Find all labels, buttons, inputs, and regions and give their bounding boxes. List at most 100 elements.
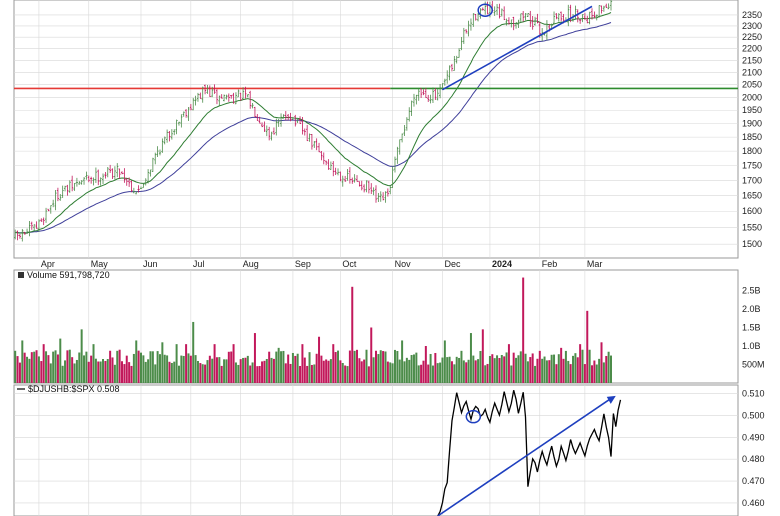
candle xyxy=(125,177,128,186)
candle xyxy=(120,171,124,175)
volume-bar xyxy=(261,361,264,383)
volume-bar xyxy=(158,354,161,383)
month-tick-label: Sep xyxy=(295,259,311,269)
candle xyxy=(384,191,387,203)
volume-bar xyxy=(242,357,245,383)
volume-bar xyxy=(118,349,121,383)
candle xyxy=(85,171,88,180)
volume-bar xyxy=(73,363,76,383)
price-tick-label: 2000 xyxy=(742,92,762,102)
ratio-trendline xyxy=(437,397,613,516)
price-highlight-ellipse xyxy=(477,3,493,17)
candle xyxy=(132,187,135,194)
candle xyxy=(529,10,532,27)
candle xyxy=(151,157,154,173)
volume-bar xyxy=(265,358,268,383)
volume-bar xyxy=(474,360,477,383)
volume-bar xyxy=(306,365,309,383)
candle xyxy=(97,169,100,186)
volume-bar xyxy=(189,355,192,383)
volume-bar xyxy=(106,359,109,383)
volume-bar xyxy=(507,344,510,383)
candle xyxy=(341,175,344,187)
month-tick-label: Aug xyxy=(243,259,259,269)
volume-bar xyxy=(132,353,135,383)
volume-bar xyxy=(128,362,131,383)
candle xyxy=(35,221,38,229)
volume-bar xyxy=(308,352,311,383)
volume-bar xyxy=(151,351,154,383)
ratio-panel xyxy=(13,384,739,516)
candle xyxy=(246,94,249,98)
candle xyxy=(567,4,570,27)
volume-bar xyxy=(588,349,591,383)
candle xyxy=(310,133,314,150)
candle xyxy=(137,185,140,193)
volume-bars xyxy=(14,277,613,383)
candle xyxy=(118,168,121,179)
candle xyxy=(296,118,299,124)
volume-bar xyxy=(199,363,202,383)
volume-bar xyxy=(348,350,351,383)
ratio-highlight-ellipse xyxy=(465,409,482,424)
volume-bar xyxy=(315,353,318,383)
candle xyxy=(514,22,518,29)
volume-bar xyxy=(408,359,411,383)
volume-bar xyxy=(37,356,40,383)
candle xyxy=(593,11,596,19)
volume-bar xyxy=(555,364,558,383)
candle xyxy=(595,14,598,21)
volume-bar xyxy=(498,358,501,383)
volume-bar xyxy=(220,365,223,383)
volume-bar xyxy=(175,344,178,383)
candle xyxy=(63,185,67,192)
candle xyxy=(40,218,43,222)
candle xyxy=(163,136,166,145)
volume-bar xyxy=(97,361,100,383)
candle xyxy=(336,168,340,176)
volume-bar xyxy=(154,364,157,383)
candle xyxy=(47,208,50,212)
volume-bar xyxy=(275,351,278,383)
candle xyxy=(422,89,425,96)
candle xyxy=(170,129,173,140)
volume-bar xyxy=(424,346,427,383)
candle xyxy=(237,89,240,98)
volume-bar xyxy=(135,340,138,383)
volume-bar xyxy=(529,357,532,383)
volume-bar xyxy=(455,356,458,383)
volume-bar xyxy=(21,340,24,383)
volume-bar xyxy=(370,327,373,383)
volume-bar xyxy=(365,349,368,383)
volume-bar xyxy=(579,344,582,383)
volume-bar xyxy=(251,362,254,383)
candle xyxy=(398,139,401,155)
candle xyxy=(590,8,594,20)
volume-bar xyxy=(287,354,290,383)
price-tick-label: 1550 xyxy=(742,222,762,232)
candle xyxy=(56,187,60,202)
volume-bar xyxy=(232,344,235,383)
candle xyxy=(363,184,366,193)
candle xyxy=(279,113,283,127)
volume-bar xyxy=(384,351,387,383)
candle xyxy=(358,181,361,187)
volume-bar xyxy=(372,357,375,383)
volume-bar xyxy=(99,361,102,383)
volume-bar xyxy=(102,359,105,383)
candle xyxy=(232,92,235,104)
candle xyxy=(334,167,337,176)
volume-tick-label: 500M xyxy=(742,360,765,370)
price-trendline xyxy=(442,5,593,91)
candle xyxy=(187,106,190,122)
volume-bar xyxy=(353,350,356,383)
candle xyxy=(203,84,207,95)
volume-bar xyxy=(586,310,589,383)
volume-bar xyxy=(272,358,275,383)
volume-bar xyxy=(496,355,499,383)
candle xyxy=(301,117,304,135)
volume-bar xyxy=(130,365,133,383)
candle xyxy=(355,175,359,182)
candle xyxy=(225,94,228,100)
